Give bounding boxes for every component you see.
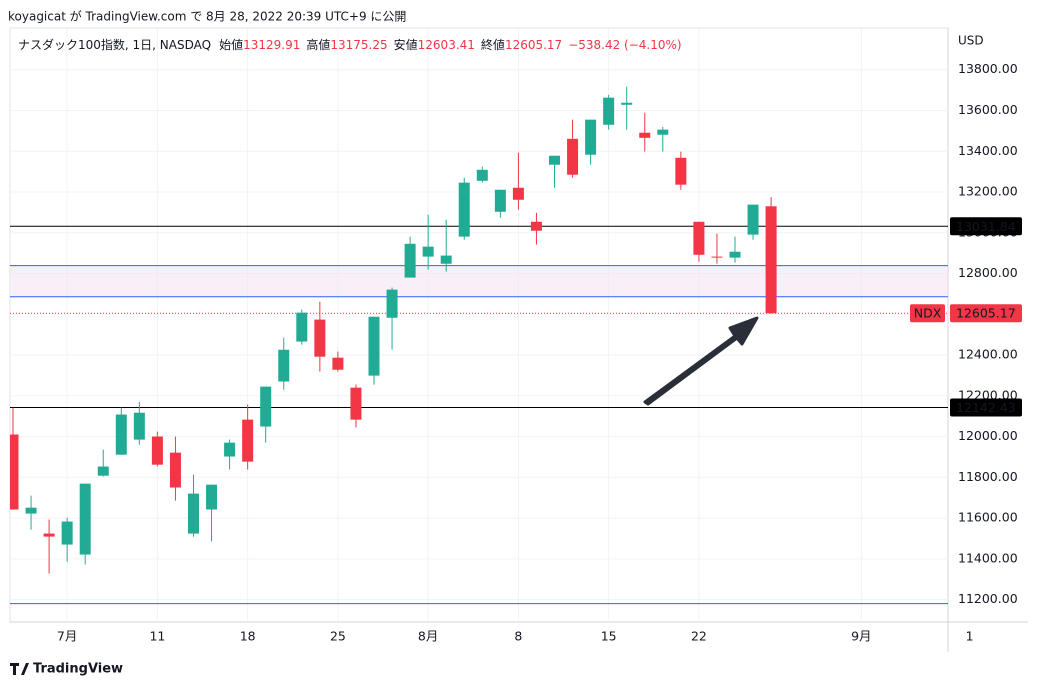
candle-body bbox=[224, 442, 236, 457]
candle-body bbox=[25, 507, 37, 514]
candle-body bbox=[188, 493, 199, 534]
y-tick-label: 13600.00 bbox=[958, 102, 1018, 117]
zone bbox=[10, 265, 948, 297]
change: −538.42 (−4.10%) bbox=[568, 38, 681, 52]
candle-body bbox=[603, 97, 615, 125]
candle-body bbox=[621, 102, 633, 105]
candle-body bbox=[115, 414, 127, 455]
candle-body bbox=[133, 412, 145, 440]
candle-body bbox=[693, 221, 705, 255]
ohlc-value: 13129.91 bbox=[243, 38, 300, 52]
candle-body bbox=[206, 484, 218, 510]
candle-body bbox=[10, 434, 19, 510]
candle-body bbox=[585, 119, 597, 155]
candle-body bbox=[729, 251, 741, 258]
candle-body bbox=[440, 255, 452, 264]
price-label-box bbox=[950, 217, 1022, 236]
symbol-label: NDX bbox=[914, 306, 942, 321]
grid bbox=[10, 28, 948, 622]
x-tick-label: 7月 bbox=[57, 629, 77, 644]
price-label: 12142.43 bbox=[956, 400, 1016, 415]
x-tick-label: 1 bbox=[966, 629, 974, 644]
y-tick-label: 13400.00 bbox=[958, 143, 1018, 158]
x-tick-label: 18 bbox=[240, 629, 256, 644]
footer-logo: TradingView bbox=[33, 662, 123, 677]
x-tick-label: 11 bbox=[149, 629, 165, 644]
candle-body bbox=[386, 289, 398, 318]
legend: ナスダック100指数, 1日, NASDAQ 始値13129.91 高値13175.… bbox=[18, 37, 682, 52]
candle-body bbox=[549, 155, 560, 165]
candle-body bbox=[97, 466, 109, 476]
y-tick-label: 12800.00 bbox=[958, 265, 1018, 280]
publisher: koyagicat が TradingView.com で 8月 28, 202… bbox=[8, 9, 406, 24]
candle-body bbox=[314, 319, 326, 357]
y-tick-label: 11800.00 bbox=[958, 469, 1018, 484]
candle-body bbox=[476, 169, 488, 181]
plot-area bbox=[9, 27, 949, 623]
candle-body bbox=[332, 357, 344, 370]
candle-body bbox=[711, 256, 723, 258]
candle-body bbox=[296, 312, 308, 342]
ohlc-label: 安値 bbox=[394, 37, 418, 52]
ohlc-value: 13175.25 bbox=[330, 38, 387, 52]
candle-body bbox=[350, 387, 362, 420]
candle-body bbox=[169, 452, 181, 488]
candle-body bbox=[657, 129, 669, 135]
symbol-title: ナスダック100指数, 1日, NASDAQ bbox=[18, 37, 211, 52]
candle-body bbox=[422, 246, 434, 257]
ohlc-label: 終値 bbox=[481, 37, 505, 52]
price-label-box bbox=[950, 398, 1022, 417]
candle-body bbox=[458, 182, 470, 237]
logo: TradingView bbox=[10, 662, 123, 677]
candle-body bbox=[747, 204, 759, 235]
ohlc-value: 12605.17 bbox=[505, 38, 562, 52]
candle-body bbox=[61, 521, 73, 545]
candle-body bbox=[494, 189, 506, 212]
y-tick-label: 12000.00 bbox=[958, 428, 1018, 443]
candle-body bbox=[404, 243, 416, 278]
candle-body bbox=[43, 533, 55, 537]
x-tick-label: 15 bbox=[601, 629, 617, 644]
candle-body bbox=[567, 138, 579, 175]
x-tick-label: 9月 bbox=[851, 629, 871, 644]
symbol-box bbox=[910, 304, 945, 323]
x-tick-label: 8月 bbox=[418, 629, 438, 644]
y-tick-label: 11400.00 bbox=[958, 550, 1018, 565]
arrow-annotation bbox=[643, 316, 759, 406]
candle-body bbox=[79, 483, 91, 555]
ohlc-label: 高値 bbox=[306, 37, 330, 52]
y-tick-label: 13200.00 bbox=[958, 184, 1018, 199]
ohlc-value: 12603.41 bbox=[418, 38, 475, 52]
axes: 11200.00 11400.00 11600.00 11800.00 12000.00… bbox=[57, 61, 1022, 644]
currency: USD bbox=[958, 34, 984, 48]
candle-body bbox=[151, 436, 163, 465]
last-price-label: 12605.17 bbox=[956, 306, 1016, 321]
candle-body bbox=[675, 157, 687, 185]
candle-body bbox=[260, 386, 272, 427]
y-tick-label: 13800.00 bbox=[958, 61, 1018, 76]
x-tick-label: 8 bbox=[514, 629, 522, 644]
candle-body bbox=[242, 419, 254, 462]
y-tick-label: 12400.00 bbox=[958, 347, 1018, 362]
marks bbox=[10, 86, 777, 574]
candle-body bbox=[765, 206, 777, 314]
candle-body bbox=[278, 349, 290, 382]
price-label: 13031.84 bbox=[956, 219, 1016, 234]
candle-body bbox=[368, 316, 380, 376]
candle-body bbox=[512, 187, 524, 200]
ohlc-label: 始値 bbox=[219, 37, 243, 52]
x-tick-label: 22 bbox=[691, 629, 707, 644]
x-tick-label: 25 bbox=[330, 629, 346, 644]
candle-body bbox=[639, 132, 651, 138]
last-price-box bbox=[950, 304, 1022, 323]
y-tick-label: 11600.00 bbox=[958, 510, 1018, 525]
y-tick-label: 11200.00 bbox=[958, 591, 1018, 606]
candle-body bbox=[530, 221, 542, 231]
